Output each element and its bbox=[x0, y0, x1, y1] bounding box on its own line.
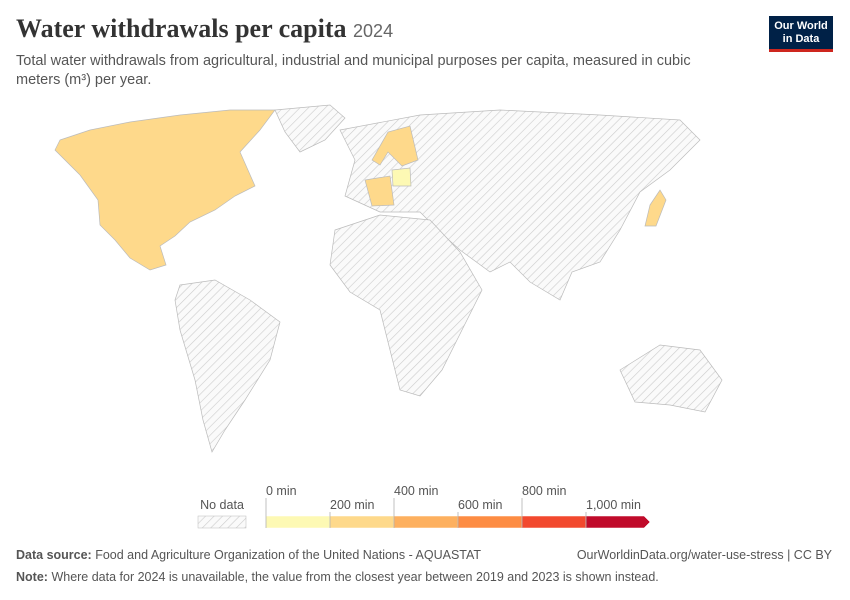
title: Water withdrawals per capita 2024 bbox=[16, 14, 393, 44]
source: Data source: Food and Agriculture Organi… bbox=[16, 548, 481, 562]
legend-label: 800 min bbox=[522, 484, 567, 498]
south-america bbox=[174, 279, 281, 453]
note: Note: Where data for 2024 is unavailable… bbox=[16, 570, 659, 584]
legend-bin bbox=[329, 515, 395, 529]
source-label: Data source: bbox=[16, 548, 92, 562]
greenland bbox=[274, 104, 346, 153]
legend-bin bbox=[521, 515, 587, 529]
legend-label: 600 min bbox=[458, 498, 503, 512]
legend: No data 0 min 200 min 400 min 600 min 800 min… bbox=[197, 484, 651, 529]
legend-label: 0 min bbox=[266, 484, 297, 498]
north-america bbox=[54, 109, 276, 271]
url[interactable]: OurWorldinData.org/water-use-stress | CC… bbox=[576, 548, 832, 562]
australia bbox=[619, 344, 723, 413]
subtitle: Total water withdrawals from agricultura… bbox=[16, 53, 691, 88]
note-text: Where data for 2024 is unavailable, the … bbox=[51, 570, 659, 584]
legend-bin bbox=[585, 515, 651, 529]
logo-line: Our World bbox=[774, 20, 828, 32]
legend-label: 400 min bbox=[394, 484, 439, 498]
logo[interactable]: Our World in Data bbox=[769, 16, 833, 52]
africa bbox=[329, 214, 483, 397]
map: No data 0 min 200 min 400 min 600 min 800 min… bbox=[54, 104, 723, 529]
scandinavia bbox=[371, 125, 419, 167]
no-data-label: No data bbox=[200, 498, 244, 512]
legend-label: 200 min bbox=[330, 498, 375, 512]
japan bbox=[644, 189, 667, 227]
legend-bin bbox=[265, 515, 331, 529]
legend-bin bbox=[457, 515, 523, 529]
legend-label: 1,000 min bbox=[586, 498, 641, 512]
eurasia bbox=[339, 109, 701, 301]
western-europe bbox=[364, 175, 395, 207]
title-text: Water withdrawals per capita bbox=[16, 14, 347, 43]
poland bbox=[391, 167, 412, 187]
legend-bin bbox=[393, 515, 459, 529]
countries bbox=[54, 104, 723, 453]
logo-line: in Data bbox=[782, 33, 820, 45]
no-data-swatch bbox=[197, 515, 247, 529]
note-label: Note: bbox=[16, 570, 48, 584]
year: 2024 bbox=[353, 21, 394, 41]
source-text: Food and Agriculture Organization of the… bbox=[95, 548, 482, 562]
